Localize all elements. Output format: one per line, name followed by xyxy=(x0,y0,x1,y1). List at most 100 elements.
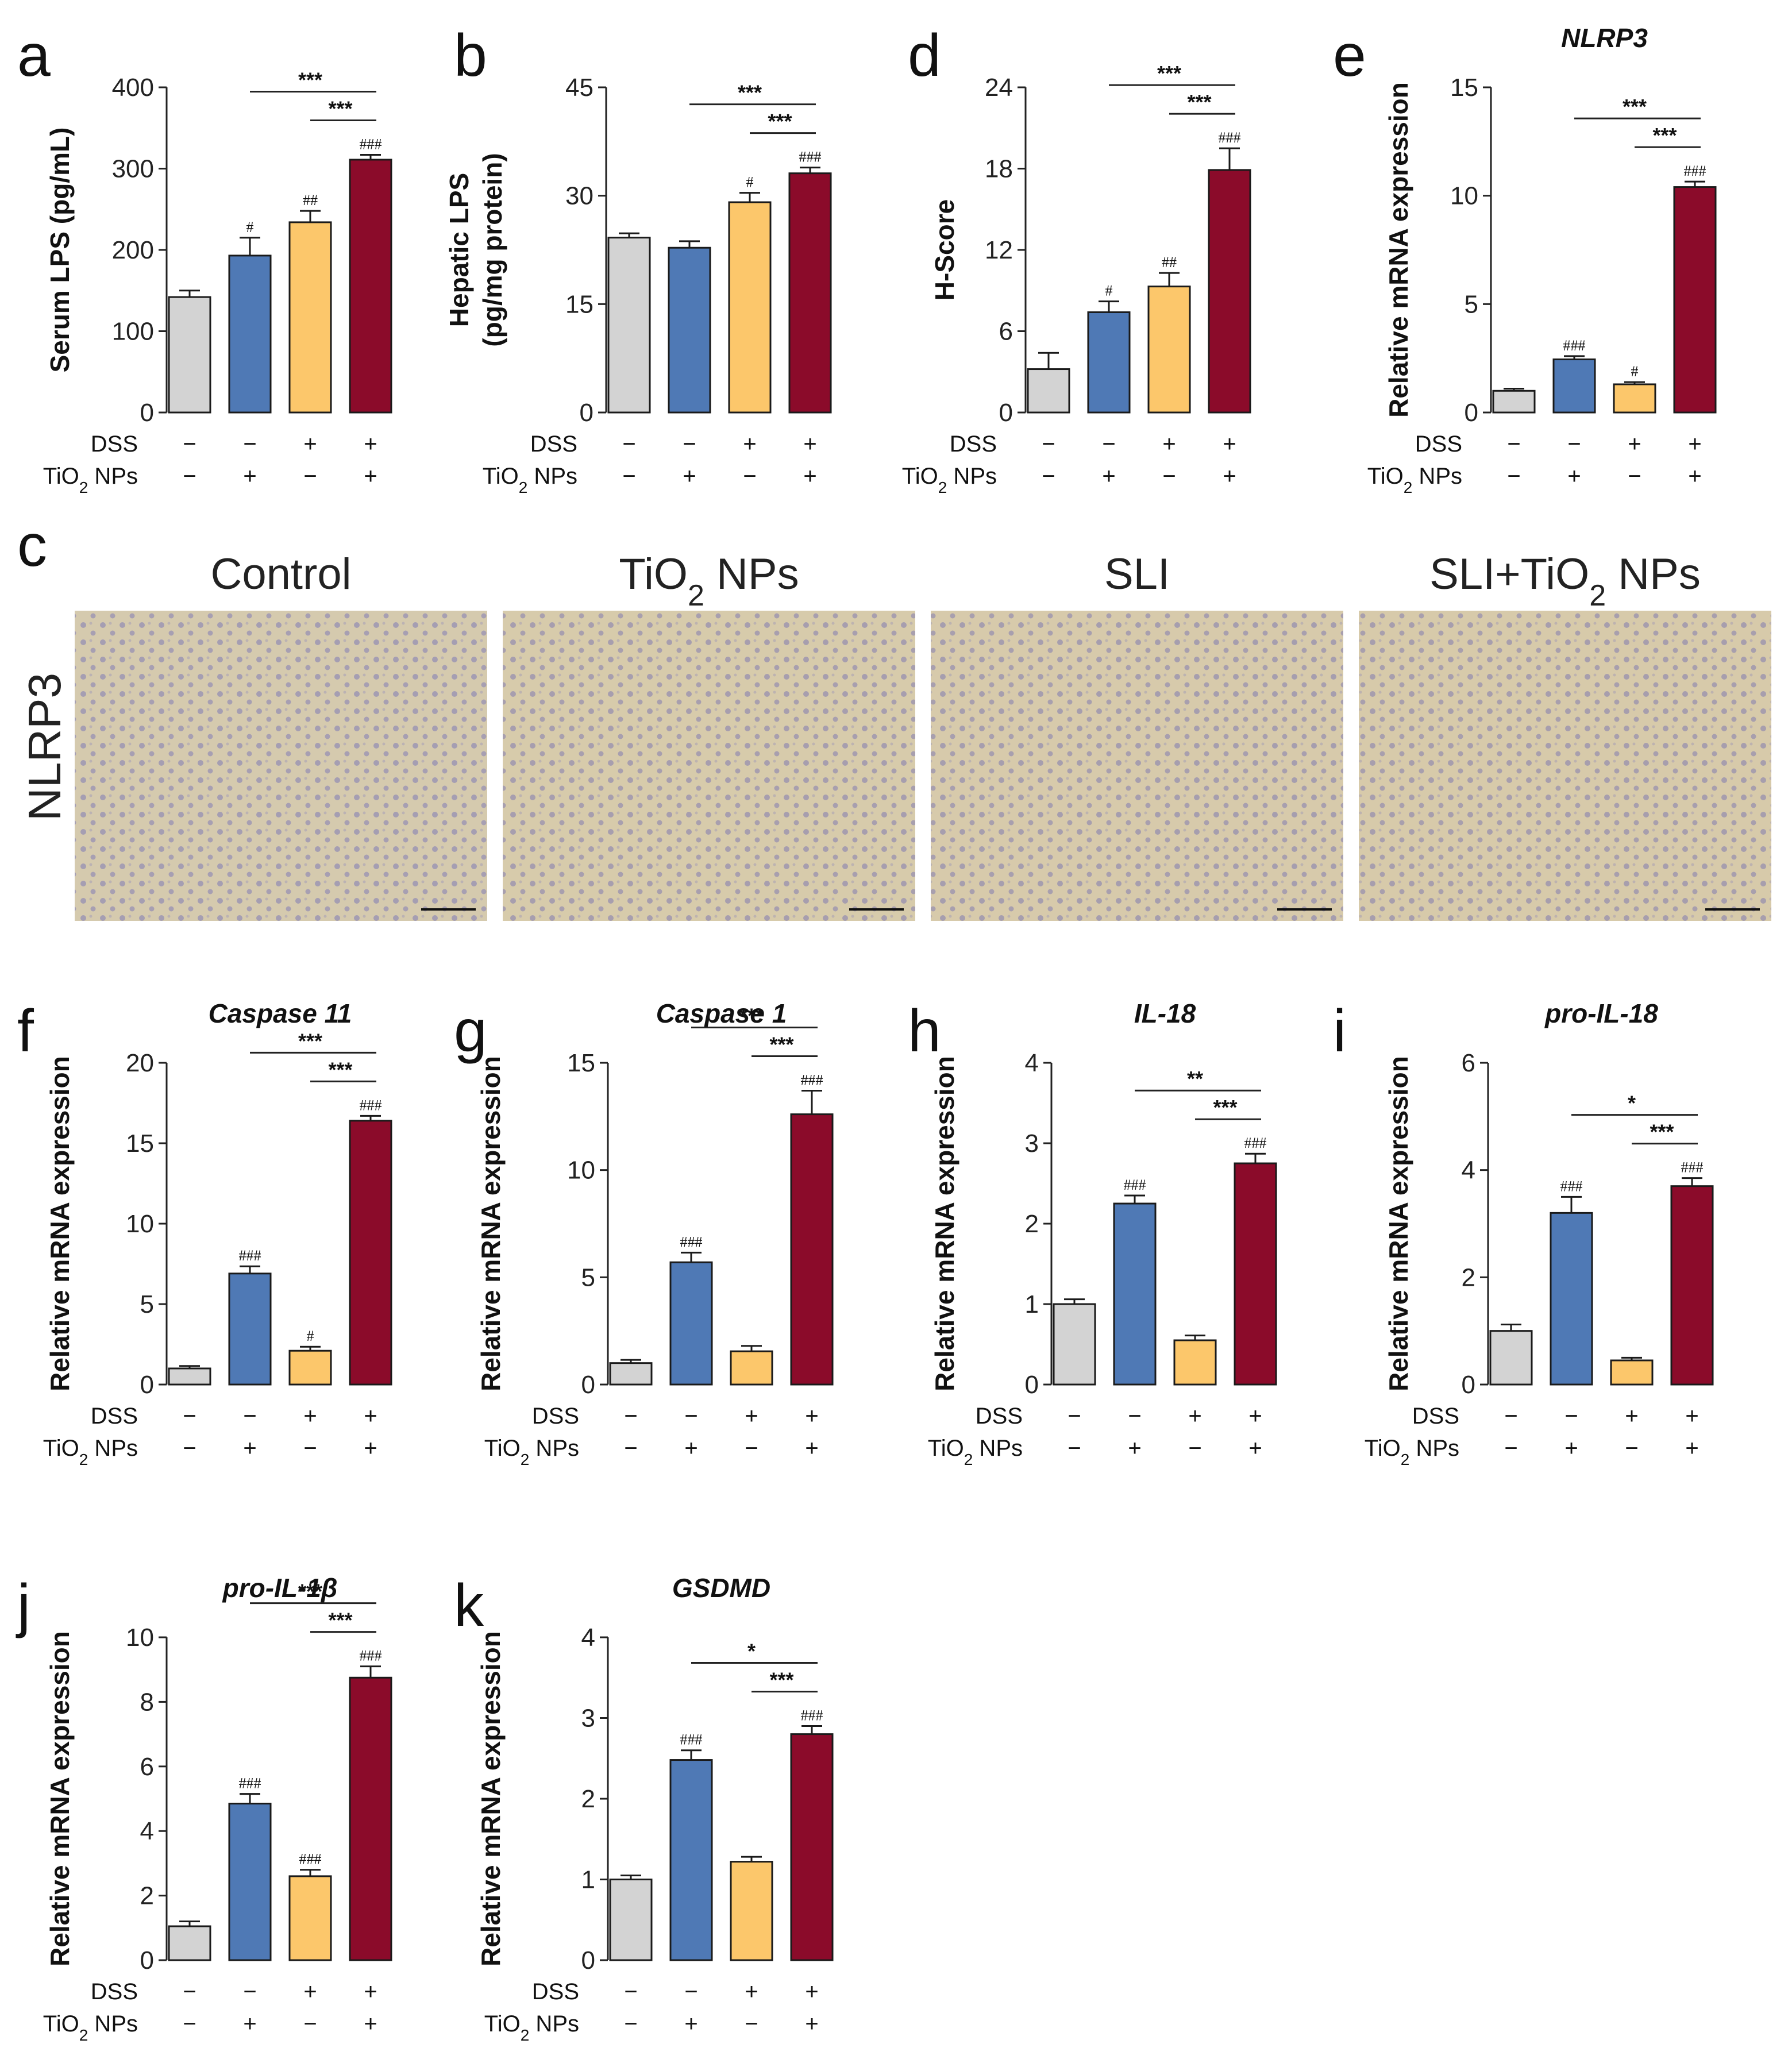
hash-label-k-1: ### xyxy=(680,1732,703,1748)
chart-title-j: pro-IL-1β xyxy=(222,1573,338,1603)
hash-label-e-3: ### xyxy=(1684,163,1706,179)
y-tick-label-h: 3 xyxy=(1025,1129,1039,1158)
bar-f-2 xyxy=(288,1349,332,1386)
dss-sign-d-0: − xyxy=(1042,431,1055,457)
y-axis-label-f: Relative mRNA expression xyxy=(45,1056,75,1391)
tio2-sign-e-1: + xyxy=(1567,464,1581,489)
y-tick-label-g: 10 xyxy=(567,1156,595,1185)
sig-label-g-0: *** xyxy=(769,1033,793,1056)
y-tick-label-a: 300 xyxy=(112,155,154,183)
tio2-sign-j-0: − xyxy=(183,2011,196,2037)
bar-g-3 xyxy=(790,1113,834,1386)
bar-e-1 xyxy=(1552,358,1596,414)
histology-row-label: NLRP3 xyxy=(19,673,70,821)
sig-label-b-0: *** xyxy=(768,110,792,133)
dss-sign-g-3: + xyxy=(805,1403,818,1429)
dss-sign-j-3: + xyxy=(364,1979,377,2004)
hash-label-i-3: ### xyxy=(1681,1159,1704,1176)
dss-sign-i-0: − xyxy=(1504,1403,1517,1429)
row-label-dss-e: DSS xyxy=(1415,431,1462,457)
bar-e-0 xyxy=(1492,390,1536,414)
hash-label-e-2: # xyxy=(1631,363,1639,380)
dss-sign-d-2: + xyxy=(1162,431,1176,457)
y-axis-label-a: Serum LPS (pg/mL) xyxy=(45,128,75,373)
hash-label-a-1: # xyxy=(246,219,254,236)
dss-sign-i-2: + xyxy=(1625,1403,1638,1429)
row-label-tio2-a: TiO2 NPs xyxy=(43,464,138,496)
y-tick-label-d: 0 xyxy=(999,399,1013,427)
dss-sign-h-1: − xyxy=(1128,1403,1141,1429)
bar-h-3 xyxy=(1234,1162,1277,1386)
y-tick-label-d: 18 xyxy=(985,155,1013,183)
row-label-tio2-f: TiO2 NPs xyxy=(43,1436,138,1468)
row-label-dss-d: DSS xyxy=(950,431,997,457)
y-tick-label-e: 15 xyxy=(1450,74,1478,102)
hash-label-f-2: # xyxy=(307,1328,314,1344)
y-tick-label-f: 0 xyxy=(140,1371,154,1399)
tio2-sign-h-3: + xyxy=(1248,1436,1262,1461)
tio2-sign-d-3: + xyxy=(1223,464,1236,489)
y-tick-label-i: 4 xyxy=(1462,1156,1475,1185)
tio2-sign-i-2: − xyxy=(1625,1436,1638,1461)
y-tick-label-k: 0 xyxy=(581,1946,595,1975)
tio2-sign-e-3: + xyxy=(1688,464,1701,489)
dss-sign-h-3: + xyxy=(1248,1403,1262,1429)
row-label-tio2-k: TiO2 NPs xyxy=(484,2011,579,2044)
y-tick-label-h: 1 xyxy=(1025,1290,1039,1318)
bar-i-2 xyxy=(1610,1359,1654,1386)
dss-sign-j-1: − xyxy=(243,1979,256,2004)
tio2-sign-k-3: + xyxy=(805,2011,818,2037)
panel-label-e: e xyxy=(1333,22,1366,89)
bar-k-2 xyxy=(730,1861,773,1961)
bar-j-0 xyxy=(168,1925,211,1961)
hash-label-j-3: ### xyxy=(360,1648,382,1664)
bar-i-0 xyxy=(1489,1330,1533,1386)
row-label-dss-g: DSS xyxy=(532,1403,579,1429)
y-tick-label-i: 0 xyxy=(1462,1371,1475,1399)
bar-b-1 xyxy=(668,246,711,414)
hash-label-g-3: ### xyxy=(801,1072,823,1089)
dss-sign-d-3: + xyxy=(1223,431,1236,457)
bar-d-1 xyxy=(1087,311,1131,414)
row-label-dss-a: DSS xyxy=(91,431,138,457)
y-tick-label-e: 5 xyxy=(1465,290,1478,318)
dss-sign-f-3: + xyxy=(364,1403,377,1429)
hash-label-k-3: ### xyxy=(801,1707,823,1724)
tio2-sign-a-2: − xyxy=(303,464,317,489)
tio2-sign-f-2: − xyxy=(303,1436,317,1461)
tio2-sign-k-0: − xyxy=(624,2011,637,2037)
hash-label-e-1: ### xyxy=(1563,337,1586,354)
dss-sign-e-1: − xyxy=(1567,431,1581,457)
tio2-sign-a-1: + xyxy=(243,464,256,489)
bar-j-3 xyxy=(349,1676,392,1961)
tio2-sign-b-1: + xyxy=(683,464,696,489)
row-label-tio2-h: TiO2 NPs xyxy=(928,1436,1023,1468)
sig-label-f-1: *** xyxy=(298,1029,322,1052)
dss-sign-f-1: − xyxy=(243,1403,256,1429)
y-tick-label-i: 2 xyxy=(1462,1263,1475,1291)
dss-sign-g-0: − xyxy=(624,1403,637,1429)
tio2-sign-d-2: − xyxy=(1162,464,1176,489)
bar-i-1 xyxy=(1550,1212,1593,1386)
bar-f-3 xyxy=(349,1120,392,1386)
y-tick-label-f: 15 xyxy=(126,1129,154,1158)
y-axis-label-e: Relative mRNA expression xyxy=(1383,82,1413,418)
bar-b-2 xyxy=(728,201,772,414)
hash-label-f-3: ### xyxy=(360,1097,382,1113)
y-tick-label-a: 200 xyxy=(112,236,154,264)
bar-f-1 xyxy=(228,1272,272,1386)
y-tick-label-k: 4 xyxy=(581,1624,595,1652)
tio2-sign-i-1: + xyxy=(1564,1436,1578,1461)
y-tick-label-d: 12 xyxy=(985,236,1013,264)
y-tick-label-f: 5 xyxy=(140,1290,154,1318)
tio2-sign-i-3: + xyxy=(1685,1436,1698,1461)
y-tick-label-k: 1 xyxy=(581,1866,595,1894)
sig-label-h-1: ** xyxy=(1187,1067,1203,1090)
bar-e-3 xyxy=(1673,186,1717,414)
dss-sign-a-1: − xyxy=(243,431,256,457)
dss-sign-i-1: − xyxy=(1564,1403,1578,1429)
chart-i: i pro-IL-18 Relative mRNA expression 0 2 4 6 ##… xyxy=(1333,998,1714,1468)
row-label-dss-b: DSS xyxy=(530,431,577,457)
